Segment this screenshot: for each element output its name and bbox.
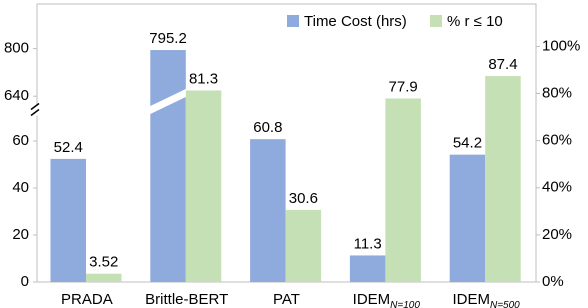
y-tick-label: 640 (4, 87, 29, 104)
value-label: 81.3 (189, 70, 218, 87)
y-tick-label: 60 (12, 132, 29, 149)
y-tick-label: 20 (12, 226, 29, 243)
legend-label: Time Cost (hrs) (304, 13, 407, 30)
bar (86, 273, 122, 282)
bar (485, 76, 521, 282)
category-subscript: N=100 (390, 300, 420, 308)
bar (250, 139, 286, 282)
bar-break (149, 88, 187, 115)
x-tick-label: IDEMN=100 (353, 291, 421, 308)
category-name: IDEM (353, 291, 391, 308)
bar (349, 255, 386, 282)
legend-swatch (287, 15, 299, 27)
y-tick-label: 40 (12, 179, 29, 196)
value-label: 3.52 (89, 254, 118, 271)
value-label: 60.8 (253, 119, 282, 136)
y2-tick-label: 100% (542, 37, 580, 54)
x-tick-label: PAT (273, 291, 300, 308)
value-label: 11.3 (354, 235, 382, 252)
y2-tick-label: 20% (542, 226, 572, 243)
y-tick-label: 800 (4, 40, 29, 57)
x-tick-label: PRADA (61, 291, 113, 308)
value-label: 77.9 (389, 78, 418, 95)
bar (185, 90, 222, 283)
bar (50, 158, 86, 282)
axis-break (30, 108, 40, 117)
y-tick-label: 0 (21, 273, 29, 290)
bar (285, 209, 322, 282)
value-label: 795.2 (149, 30, 187, 47)
value-label: 54.2 (453, 135, 482, 152)
category-name: IDEM (452, 291, 490, 308)
axis-break (30, 102, 40, 111)
bar (449, 154, 486, 282)
category-subscript: N=500 (490, 300, 520, 308)
legend-swatch (430, 15, 442, 27)
x-tick-label: Brittle-BERT (145, 291, 228, 308)
value-label: 87.4 (488, 56, 517, 73)
x-tick-label: IDEMN=500 (452, 291, 520, 308)
y2-tick-label: 40% (542, 179, 572, 196)
y2-tick-label: 80% (542, 84, 572, 101)
value-label: 30.6 (289, 190, 318, 207)
y2-tick-label: 60% (542, 132, 572, 149)
bar (385, 98, 421, 283)
bar (150, 50, 186, 282)
value-label: 52.4 (54, 139, 83, 156)
y2-tick-label: 0% (542, 273, 564, 290)
legend-label: % r ≤ 10 (447, 13, 503, 30)
